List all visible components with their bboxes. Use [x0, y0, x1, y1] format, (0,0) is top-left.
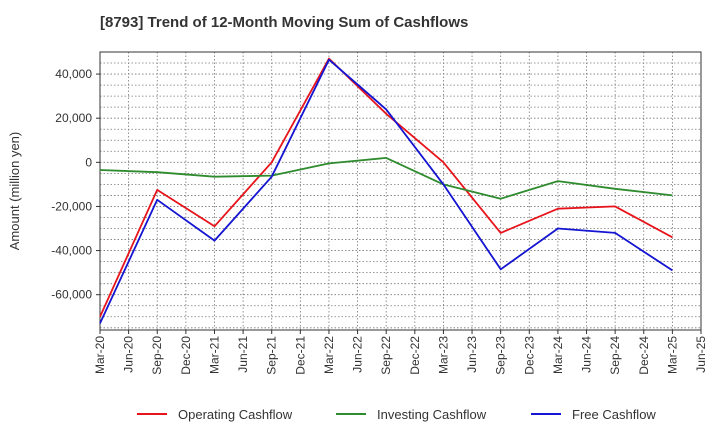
y-tick-label: -60,000 — [51, 288, 92, 302]
x-tick-label: Jun-24 — [580, 336, 594, 373]
x-tick-label: Sep-24 — [608, 336, 622, 375]
y-axis: 40,000 20,000 0 -20,000 -40,000 -60,000 — [51, 67, 100, 302]
x-tick-label: Sep-21 — [265, 336, 279, 375]
x-tick-label: Sep-23 — [494, 336, 508, 375]
legend-item-free-cashflow: Free Cashflow — [531, 407, 656, 422]
x-tick-label: Mar-24 — [551, 336, 565, 374]
x-axis: Mar-20 Jun-20 Sep-20 Dec-20 Mar-21 Jun-21 Sep-… — [93, 330, 708, 375]
series-line-operating-cashflow — [99, 57, 673, 318]
x-tick-label: Dec-20 — [179, 336, 193, 375]
y-axis-title: Amount (million yen) — [7, 132, 22, 251]
x-tick-label: Mar-20 — [93, 336, 107, 374]
x-tick-label: Dec-22 — [408, 336, 422, 375]
x-tick-label: Jun-20 — [122, 336, 136, 373]
x-tick-label: Dec-24 — [637, 336, 651, 375]
x-tick-label: Jun-25 — [694, 336, 708, 373]
x-tick-label: Mar-21 — [207, 336, 221, 374]
y-tick-label: 0 — [85, 155, 92, 169]
y-tick-label: 20,000 — [55, 111, 92, 125]
x-tick-label: Sep-22 — [379, 336, 393, 375]
grid — [100, 52, 701, 330]
series — [99, 57, 673, 324]
x-tick-label: Jun-21 — [236, 336, 250, 373]
y-tick-label: -40,000 — [51, 244, 92, 258]
series-line-investing-cashflow — [99, 156, 673, 200]
plot-frame — [99, 51, 702, 331]
x-tick-label: Dec-21 — [293, 336, 307, 375]
legend-item-investing-cashflow: Investing Cashflow — [336, 407, 487, 422]
y-tick-label: 40,000 — [55, 67, 92, 81]
legend-label: Free Cashflow — [572, 407, 656, 422]
y-tick-label: -20,000 — [51, 199, 92, 213]
legend-label: Operating Cashflow — [178, 407, 293, 422]
legend-label: Investing Cashflow — [377, 407, 487, 422]
chart-title: [8793] Trend of 12-Month Moving Sum of C… — [100, 14, 469, 31]
x-tick-label: Sep-20 — [150, 336, 164, 375]
legend-item-operating-cashflow: Operating Cashflow — [137, 407, 293, 422]
x-tick-label: Jun-23 — [465, 336, 479, 373]
legend: Operating Cashflow Investing Cashflow Free… — [137, 407, 656, 422]
x-tick-label: Jun-22 — [351, 336, 365, 373]
x-tick-label: Mar-23 — [436, 336, 450, 374]
x-tick-label: Mar-22 — [322, 336, 336, 374]
series-line-free-cashflow — [99, 58, 673, 324]
x-tick-label: Dec-23 — [522, 336, 536, 375]
x-tick-label: Mar-25 — [665, 336, 679, 374]
